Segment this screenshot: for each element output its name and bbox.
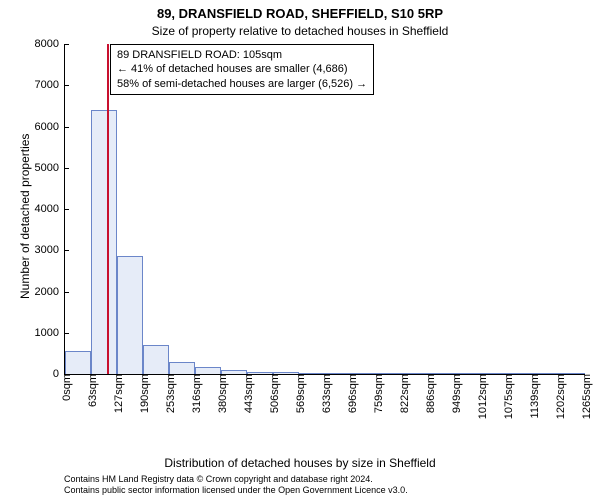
histogram-bar — [91, 110, 117, 374]
x-tick-label: 190sqm — [135, 374, 151, 413]
x-tick-label: 127sqm — [109, 374, 125, 413]
y-axis-label: Number of detached properties — [18, 134, 32, 299]
y-tick-label: 7000 — [35, 79, 65, 91]
x-tick-label: 949sqm — [447, 374, 463, 413]
reference-vertical-line — [107, 44, 109, 374]
x-tick-label: 633sqm — [317, 374, 333, 413]
info-line: ← 41% of detached houses are smaller (4,… — [117, 62, 367, 76]
histogram-bar — [169, 362, 195, 374]
histogram-bar — [117, 256, 143, 374]
histogram-bar — [65, 351, 91, 374]
y-tick-label: 4000 — [35, 203, 65, 215]
info-line: 58% of semi-detached houses are larger (… — [117, 77, 367, 91]
y-tick-label: 2000 — [35, 286, 65, 298]
chart-title-sub: Size of property relative to detached ho… — [0, 24, 600, 38]
x-tick-label: 1075sqm — [499, 374, 515, 419]
x-tick-label: 759sqm — [369, 374, 385, 413]
y-tick-label: 3000 — [35, 244, 65, 256]
x-tick-label: 380sqm — [213, 374, 229, 413]
histogram-bar — [143, 345, 169, 374]
y-tick-label: 1000 — [35, 327, 65, 339]
x-tick-label: 506sqm — [265, 374, 281, 413]
y-tick-label: 6000 — [35, 121, 65, 133]
chart-title-main: 89, DRANSFIELD ROAD, SHEFFIELD, S10 5RP — [0, 6, 600, 21]
x-tick-label: 886sqm — [421, 374, 437, 413]
x-tick-label: 822sqm — [395, 374, 411, 413]
x-tick-label: 1012sqm — [473, 374, 489, 419]
footer-line: Contains HM Land Registry data © Crown c… — [64, 474, 408, 485]
x-tick-label: 316sqm — [187, 374, 203, 413]
x-tick-label: 696sqm — [343, 374, 359, 413]
y-tick-label: 8000 — [35, 38, 65, 50]
info-line: 89 DRANSFIELD ROAD: 105sqm — [117, 48, 367, 62]
y-tick-label: 5000 — [35, 162, 65, 174]
x-tick-label: 63sqm — [83, 374, 99, 407]
x-axis-label: Distribution of detached houses by size … — [0, 456, 600, 470]
footer-attribution: Contains HM Land Registry data © Crown c… — [64, 474, 408, 496]
x-tick-label: 1265sqm — [577, 374, 593, 419]
x-tick-label: 0sqm — [57, 374, 73, 401]
x-tick-label: 443sqm — [239, 374, 255, 413]
x-tick-label: 1139sqm — [525, 374, 541, 418]
x-tick-label: 1202sqm — [551, 374, 567, 419]
histogram-bar — [195, 367, 221, 374]
info-annotation-box: 89 DRANSFIELD ROAD: 105sqm← 41% of detac… — [110, 44, 374, 95]
footer-line: Contains public sector information licen… — [64, 485, 408, 496]
x-tick-label: 253sqm — [161, 374, 177, 413]
x-tick-label: 569sqm — [291, 374, 307, 413]
